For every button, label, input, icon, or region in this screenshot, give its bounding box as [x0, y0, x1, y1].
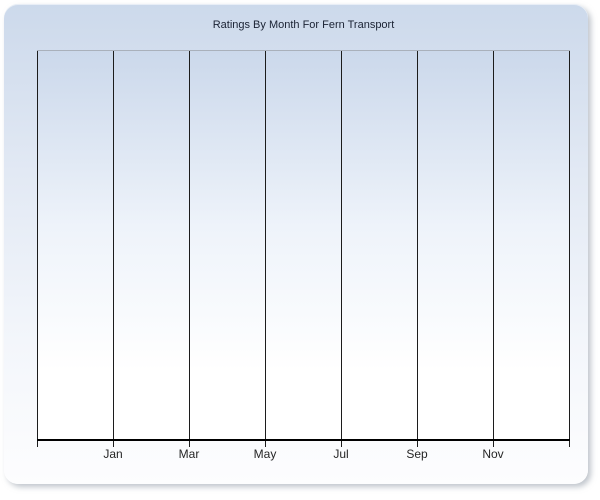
- chart-title: Ratings By Month For Fern Transport: [212, 19, 395, 31]
- month-gridline: [265, 51, 266, 447]
- month-gridline: [493, 51, 494, 447]
- month-gridline: [417, 51, 418, 447]
- plot-area: Jan Mar May Jul Sep Nov: [37, 50, 570, 461]
- x-tick-label: Nov: [482, 447, 504, 461]
- month-gridline: [113, 51, 114, 447]
- chart-panel: Ratings By Month For Fern Transport Jan M…: [4, 4, 588, 484]
- x-tick-label: May: [253, 447, 277, 461]
- x-tick-label: Jul: [333, 447, 349, 461]
- x-tick-label: Jan: [103, 447, 123, 461]
- x-tick-label: Mar: [178, 447, 200, 461]
- plot-edge-gridline: [569, 51, 570, 447]
- x-tick-label: Sep: [406, 447, 428, 461]
- x-axis-line: [37, 439, 570, 441]
- month-gridline: [341, 51, 342, 447]
- plot-edge-gridline: [37, 51, 38, 447]
- month-gridline: [189, 51, 190, 447]
